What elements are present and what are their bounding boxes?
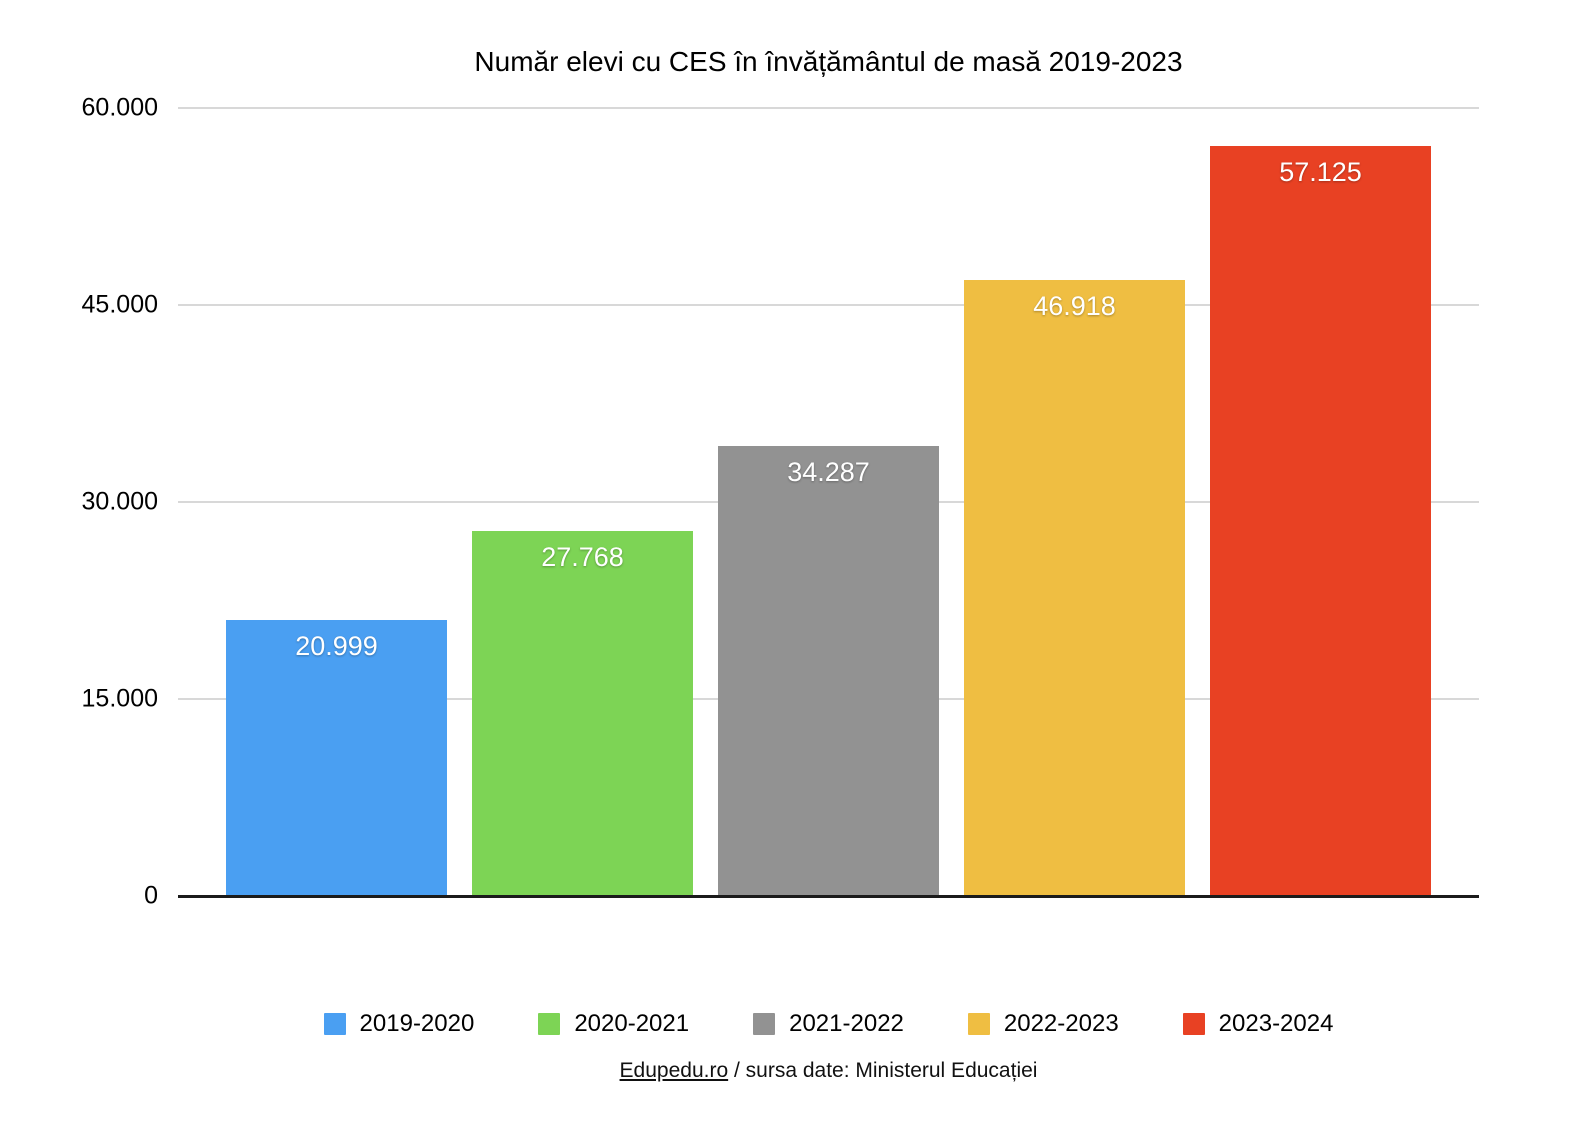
bar-2021-2022: 34.287: [718, 446, 939, 896]
gridline-60.000: [178, 107, 1479, 109]
bar-value-label-2021-2022: 34.287: [787, 457, 870, 487]
bar-value-label-2023-2024: 57.125: [1279, 157, 1362, 187]
legend-label: 2022-2023: [1003, 1010, 1119, 1037]
source-caption: Edupedu.ro / sursa date: Ministerul Educ…: [178, 1059, 1479, 1083]
edupedu-link[interactable]: Edupedu.ro: [619, 1059, 729, 1082]
plot-area: 20.999 27.768 34.287 46.918 57.125: [178, 107, 1479, 898]
chart-title: Număr elevi cu CES în învățământul de ma…: [474, 46, 1183, 77]
y-tick-label-45.000: 45.000: [81, 290, 158, 319]
bar-value-label-2020-2021: 27.768: [541, 542, 624, 572]
legend-label: 2023-2024: [1218, 1010, 1334, 1037]
legend-item-2022-2023: 2022-2023: [967, 1010, 1119, 1038]
source-text: / sursa date: Ministerul Educației: [728, 1059, 1038, 1082]
legend-label: 2019-2020: [359, 1010, 475, 1037]
legend-swatch-icon: [323, 1013, 346, 1035]
legend-label: 2020-2021: [574, 1010, 690, 1037]
bar-value-label-2019-2020: 20.999: [295, 631, 378, 661]
legend: 2019-2020 2020-2021 2021-2022 2022-2023 2023…: [178, 1002, 1479, 1046]
legend-item-2019-2020: 2019-2020: [323, 1010, 475, 1038]
legend-label: 2021-2022: [789, 1010, 904, 1037]
legend-swatch-icon: [1182, 1013, 1205, 1035]
bar-2020-2021: 27.768: [472, 531, 693, 896]
y-tick-label-15.000: 15.000: [81, 684, 158, 713]
y-tick-label-0: 0: [144, 881, 158, 910]
legend-item-2021-2022: 2021-2022: [753, 1010, 904, 1038]
y-axis-labels: 0 15.000 30.000 45.000 60.000: [0, 94, 158, 910]
legend-swatch-icon: [538, 1013, 561, 1035]
gridline-45.000: [178, 304, 1479, 306]
y-tick-label-60.000: 60.000: [81, 93, 158, 122]
legend-swatch-icon: [967, 1013, 990, 1035]
bar-2019-2020: 20.999: [226, 620, 447, 896]
legend-item-2023-2024: 2023-2024: [1182, 1010, 1334, 1038]
x-axis-line: [178, 895, 1479, 898]
bar-2023-2024: 57.125: [1210, 146, 1431, 896]
y-tick-label-30.000: 30.000: [81, 487, 158, 516]
bar-2022-2023: 46.918: [964, 280, 1185, 896]
bar-value-label-2022-2023: 46.918: [1033, 291, 1116, 321]
legend-item-2020-2021: 2020-2021: [538, 1010, 689, 1038]
legend-swatch-icon: [753, 1013, 776, 1035]
